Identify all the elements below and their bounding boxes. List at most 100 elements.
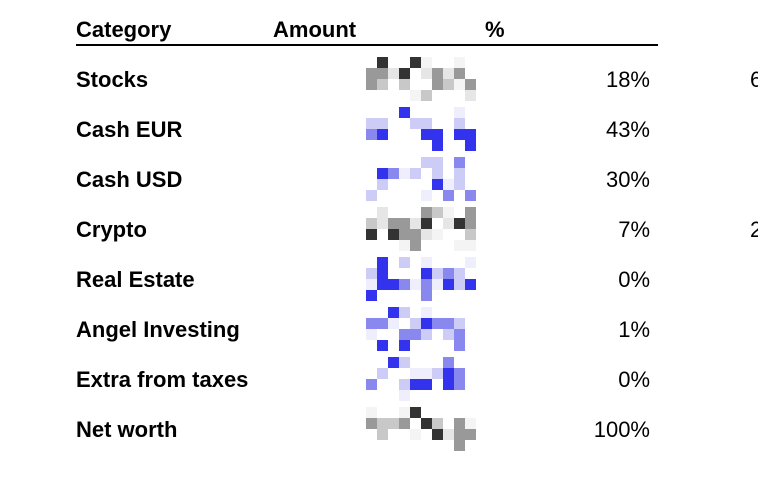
row-category: Extra from taxes bbox=[76, 367, 249, 392]
table-header: Category Amount % bbox=[76, 14, 658, 46]
mosaic-pixel bbox=[377, 268, 388, 279]
mosaic-pixel bbox=[399, 379, 410, 390]
row-percent: 0% bbox=[618, 367, 650, 392]
mosaic-pixel bbox=[432, 129, 443, 140]
mosaic-pixel bbox=[366, 68, 377, 79]
mosaic-pixel bbox=[410, 329, 421, 340]
mosaic-pixel bbox=[399, 229, 410, 240]
mosaic-pixel bbox=[432, 279, 443, 290]
mosaic-pixel bbox=[388, 168, 399, 179]
mosaic-pixel bbox=[443, 279, 454, 290]
mosaic-pixel bbox=[399, 257, 410, 268]
mosaic-pixel bbox=[465, 240, 476, 251]
mosaic-pixel bbox=[443, 329, 454, 340]
mosaic-pixel bbox=[377, 207, 388, 218]
mosaic-pixel bbox=[399, 340, 410, 351]
mosaic-pixel bbox=[421, 307, 432, 318]
mosaic-pixel bbox=[443, 207, 454, 218]
row-percent: 1% bbox=[618, 317, 650, 342]
mosaic-pixel bbox=[377, 57, 388, 68]
mosaic-pixel bbox=[377, 318, 388, 329]
row-category: Angel Investing bbox=[76, 317, 240, 342]
mosaic-pixel bbox=[465, 207, 476, 218]
mosaic-pixel bbox=[443, 79, 454, 90]
mosaic-pixel bbox=[399, 329, 410, 340]
mosaic-pixel bbox=[410, 168, 421, 179]
mosaic-pixel bbox=[388, 229, 399, 240]
header-amount: Amount bbox=[273, 17, 357, 42]
mosaic-pixel bbox=[454, 157, 465, 168]
header-percent: % bbox=[485, 17, 505, 42]
mosaic-pixel bbox=[399, 79, 410, 90]
mosaic-pixel bbox=[454, 440, 465, 451]
pixelated-amount bbox=[366, 157, 476, 203]
mosaic-pixel bbox=[443, 218, 454, 229]
row-category: Cash EUR bbox=[76, 117, 183, 142]
mosaic-pixel bbox=[454, 429, 465, 440]
mosaic-pixel bbox=[399, 218, 410, 229]
mosaic-pixel bbox=[377, 118, 388, 129]
pixelated-amount bbox=[366, 407, 476, 453]
mosaic-pixel bbox=[388, 318, 399, 329]
pixelated-amount bbox=[366, 57, 476, 103]
mosaic-pixel bbox=[454, 107, 465, 118]
mosaic-pixel bbox=[421, 190, 432, 201]
mosaic-pixel bbox=[377, 218, 388, 229]
mosaic-pixel bbox=[421, 218, 432, 229]
header-category: Category bbox=[76, 17, 172, 42]
mosaic-pixel bbox=[454, 57, 465, 68]
mosaic-pixel bbox=[432, 207, 443, 218]
table-row-cash-usd: Cash USD 30% bbox=[76, 155, 758, 205]
mosaic-pixel bbox=[443, 318, 454, 329]
mosaic-pixel bbox=[465, 190, 476, 201]
mosaic-pixel bbox=[432, 168, 443, 179]
mosaic-pixel bbox=[377, 429, 388, 440]
row-percent: 7% bbox=[618, 217, 650, 242]
clipped-cell: 6 bbox=[750, 67, 758, 92]
mosaic-pixel bbox=[443, 190, 454, 201]
mosaic-pixel bbox=[454, 379, 465, 390]
mosaic-pixel bbox=[366, 129, 377, 140]
mosaic-pixel bbox=[366, 279, 377, 290]
clipped-cell: 2 bbox=[750, 217, 758, 242]
mosaic-pixel bbox=[410, 229, 421, 240]
mosaic-pixel bbox=[366, 268, 377, 279]
mosaic-pixel bbox=[465, 79, 476, 90]
mosaic-pixel bbox=[410, 240, 421, 251]
pixelated-amount bbox=[366, 107, 476, 153]
mosaic-pixel bbox=[366, 218, 377, 229]
mosaic-pixel bbox=[377, 79, 388, 90]
mosaic-pixel bbox=[443, 429, 454, 440]
mosaic-pixel bbox=[399, 307, 410, 318]
mosaic-pixel bbox=[432, 429, 443, 440]
mosaic-pixel bbox=[421, 90, 432, 101]
mosaic-pixel bbox=[421, 129, 432, 140]
mosaic-pixel bbox=[465, 90, 476, 101]
mosaic-pixel bbox=[421, 279, 432, 290]
mosaic-pixel bbox=[432, 140, 443, 151]
mosaic-pixel bbox=[443, 368, 454, 379]
mosaic-pixel bbox=[443, 268, 454, 279]
table-row-cash-eur: Cash EUR 43% bbox=[76, 105, 758, 155]
mosaic-pixel bbox=[388, 279, 399, 290]
mosaic-pixel bbox=[377, 179, 388, 190]
row-category: Net worth bbox=[76, 417, 178, 442]
mosaic-pixel bbox=[454, 179, 465, 190]
row-percent: 18% bbox=[605, 67, 650, 92]
row-category: Cash USD bbox=[76, 167, 183, 192]
mosaic-pixel bbox=[377, 418, 388, 429]
mosaic-pixel bbox=[410, 379, 421, 390]
mosaic-pixel bbox=[388, 357, 399, 368]
mosaic-pixel bbox=[377, 68, 388, 79]
mosaic-pixel bbox=[454, 368, 465, 379]
mosaic-pixel bbox=[421, 57, 432, 68]
mosaic-pixel bbox=[432, 79, 443, 90]
mosaic-pixel bbox=[443, 179, 454, 190]
mosaic-pixel bbox=[454, 218, 465, 229]
mosaic-pixel bbox=[410, 118, 421, 129]
mosaic-pixel bbox=[454, 318, 465, 329]
mosaic-pixel bbox=[366, 79, 377, 90]
mosaic-pixel bbox=[410, 279, 421, 290]
mosaic-pixel bbox=[366, 229, 377, 240]
